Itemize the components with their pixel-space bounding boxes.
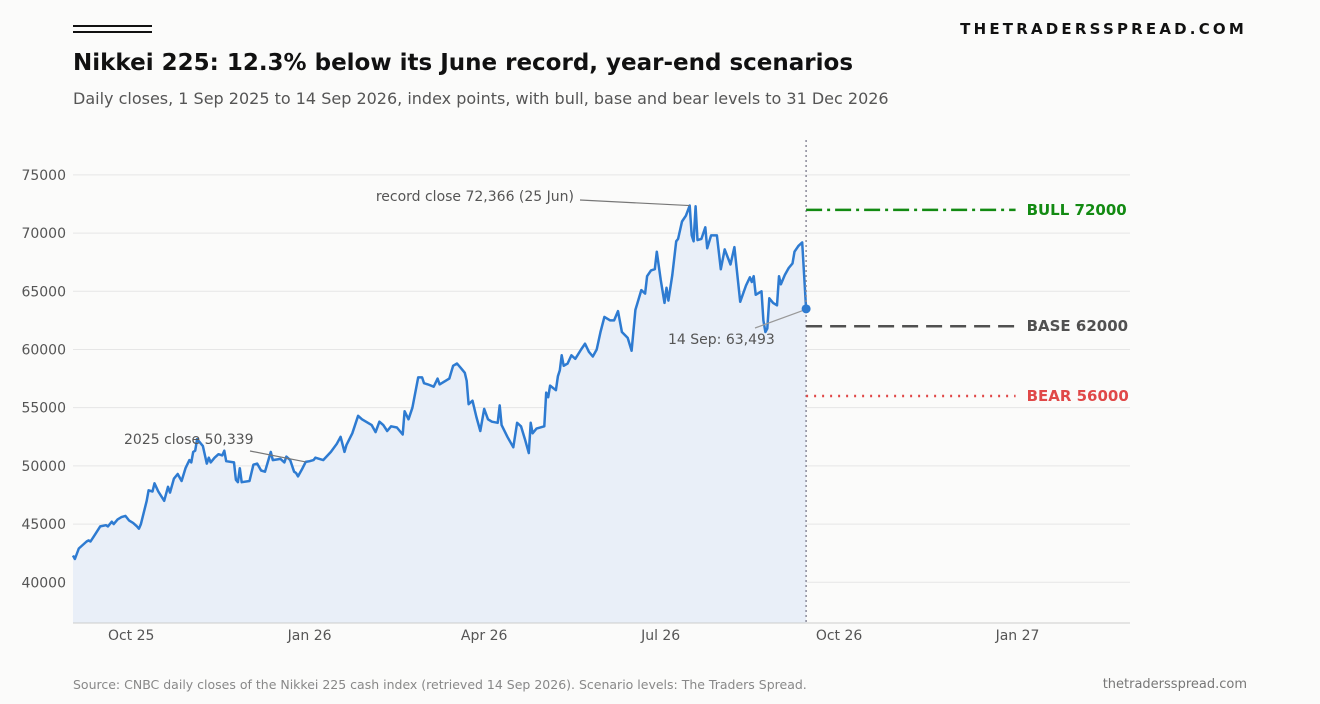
y-tick-label: 55000 <box>21 401 66 417</box>
scenario-label-bear: BEAR 56000 <box>1027 387 1129 405</box>
scenario-lines: BULL 72000 BASE 62000 BEAR 56000 <box>806 201 1129 405</box>
x-tick-label: Jul 26 <box>640 628 680 644</box>
scenario-label-bull: BULL 72000 <box>1027 201 1127 219</box>
annotations: record close 72,366 (25 Jun) 2025 close 5… <box>124 189 811 463</box>
x-tick-label: Jan 27 <box>995 628 1040 644</box>
annotation-record-close: record close 72,366 (25 Jun) <box>376 189 574 205</box>
y-tick-label: 70000 <box>21 226 66 242</box>
last-close-marker <box>801 304 811 314</box>
annotation-last-close: 14 Sep: 63,493 <box>668 332 775 348</box>
y-axis-ticks: 40000 45000 50000 55000 60000 65000 70000 75000 <box>21 168 66 591</box>
brand-wordmark: THETRADERSSPREAD.COM <box>960 20 1247 38</box>
x-tick-label: Oct 25 <box>108 628 154 644</box>
y-tick-label: 75000 <box>21 168 66 184</box>
y-tick-label: 50000 <box>21 459 66 475</box>
x-tick-label: Jan 26 <box>287 628 332 644</box>
chart-subtitle: Daily closes, 1 Sep 2025 to 14 Sep 2026,… <box>73 89 889 108</box>
price-line <box>71 204 808 561</box>
annotation-2025-close: 2025 close 50,339 <box>124 432 254 448</box>
y-tick-label: 60000 <box>21 342 66 358</box>
annotation-leader <box>754 310 803 329</box>
annotation-leader <box>579 199 690 207</box>
annotation-leader <box>249 450 306 463</box>
price-area <box>73 205 807 623</box>
y-tick-label: 45000 <box>21 517 66 533</box>
scenario-label-base: BASE 62000 <box>1027 317 1129 335</box>
y-tick-label: 65000 <box>21 284 66 300</box>
header-rule <box>73 25 152 35</box>
chart-title: Nikkei 225: 12.3% below its June record,… <box>73 50 854 76</box>
y-tick-label: 40000 <box>21 575 66 591</box>
x-axis-ticks: Oct 25 Jan 26 Apr 26 Jul 26 Oct 26 Jan 27 <box>108 628 1040 644</box>
source-note: Source: CNBC daily closes of the Nikkei … <box>73 677 807 692</box>
x-tick-label: Apr 26 <box>461 628 508 644</box>
x-tick-label: Oct 26 <box>816 628 863 644</box>
footer-site: thetradersspread.com <box>1102 677 1247 692</box>
